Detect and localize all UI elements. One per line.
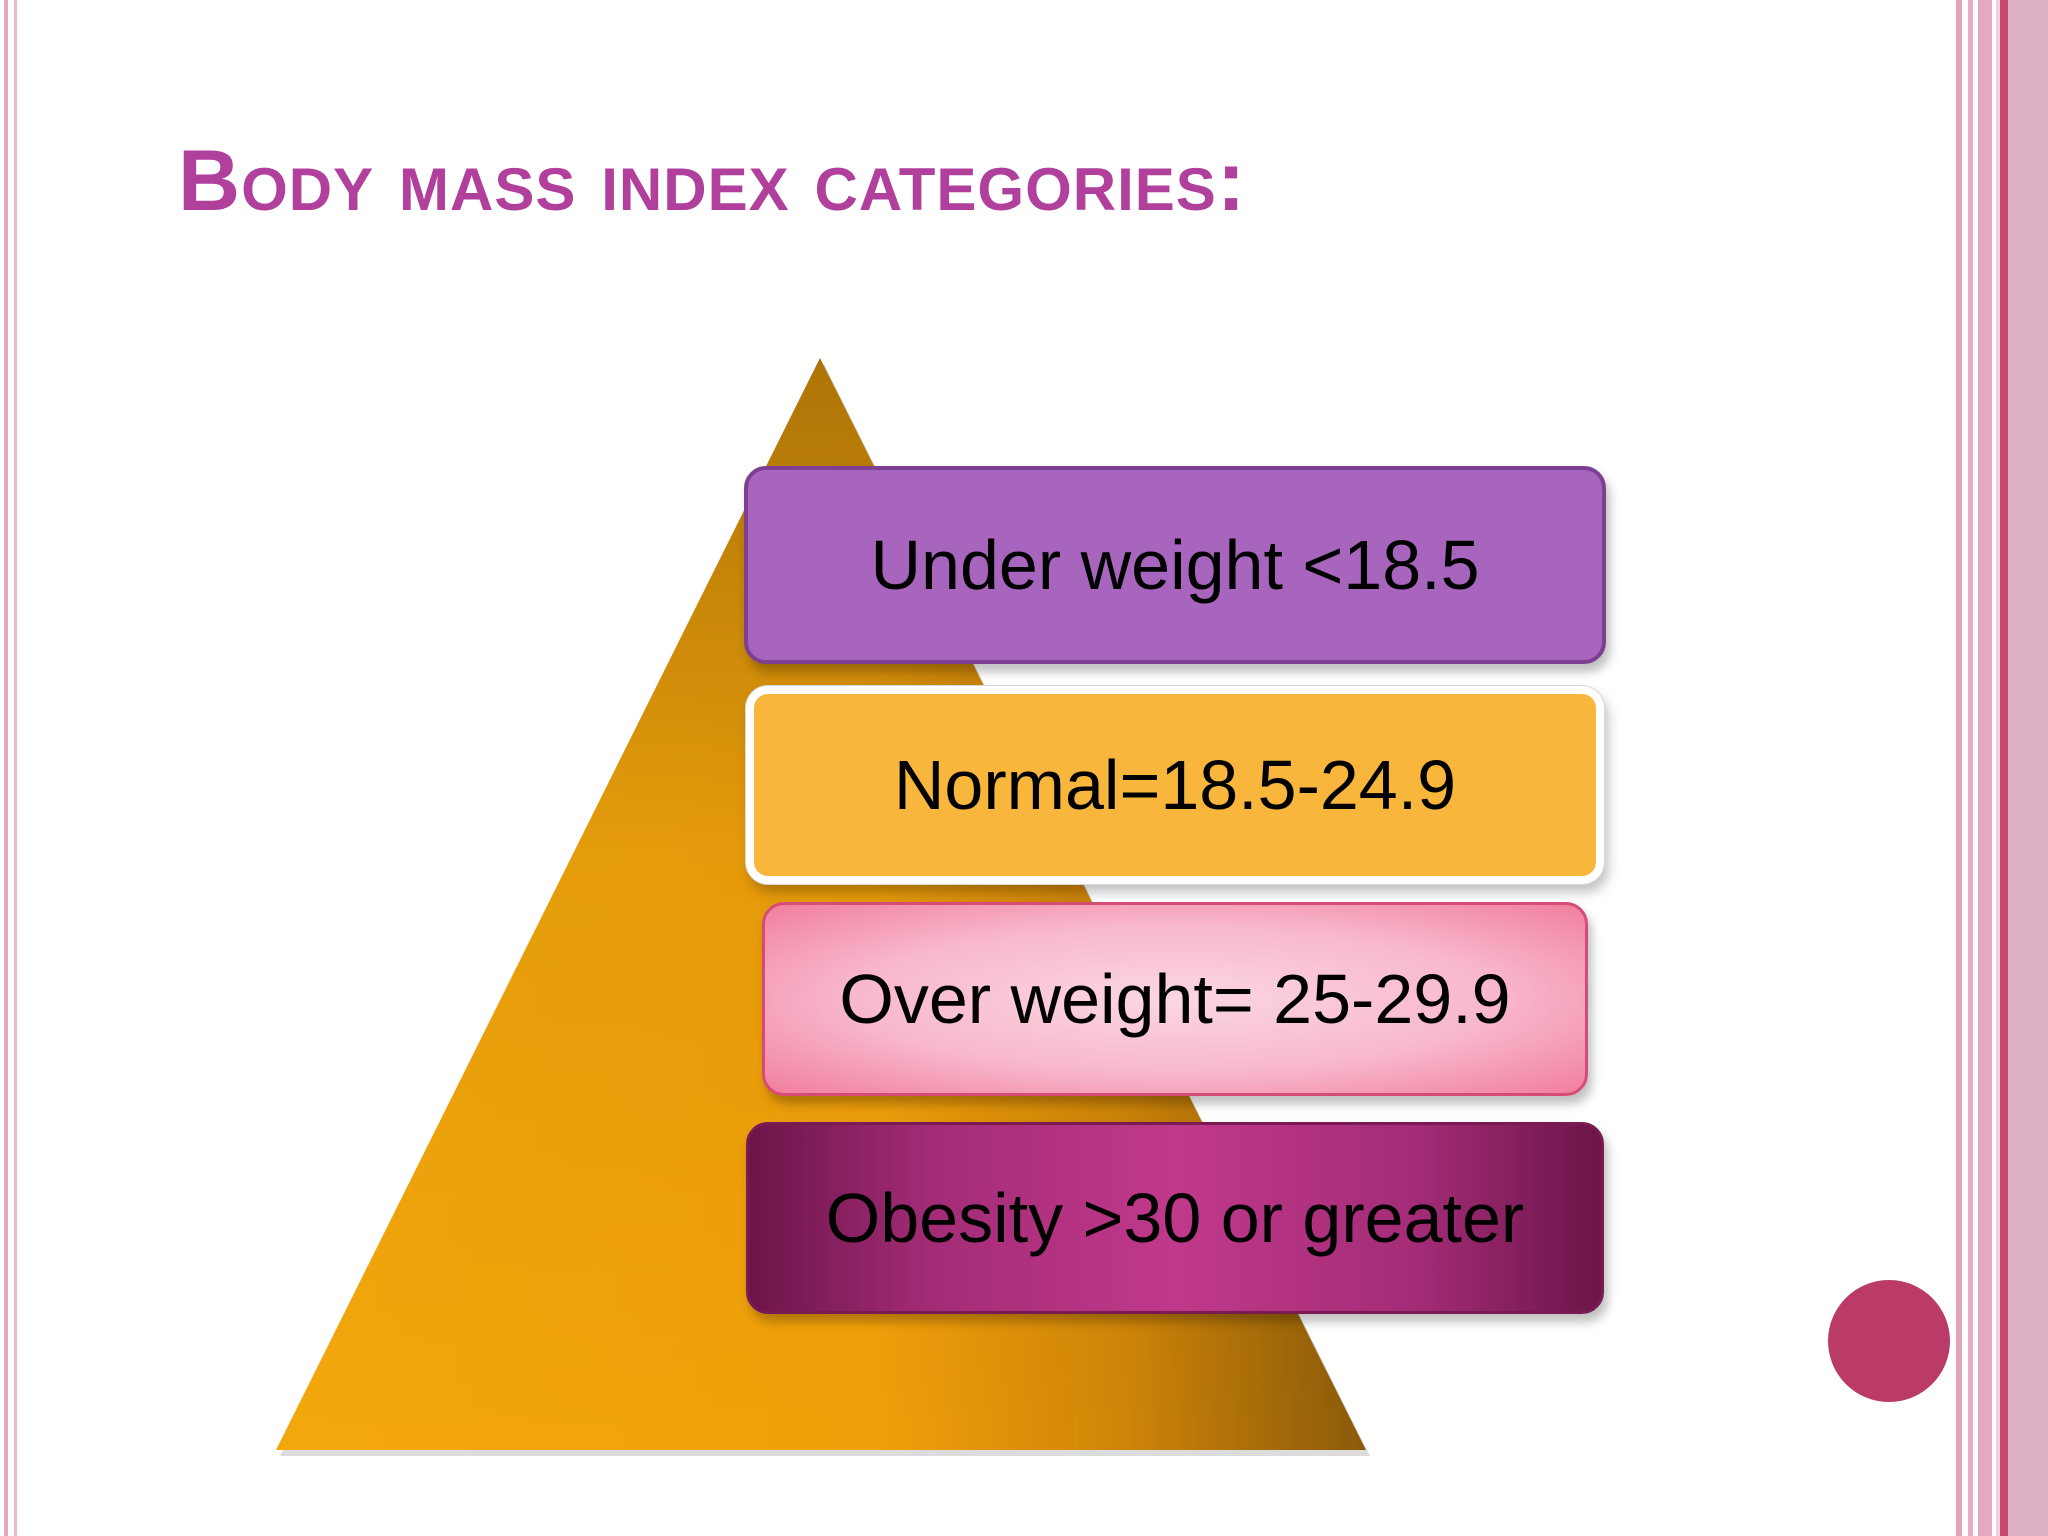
right-stripe (1968, 0, 1973, 1536)
right-stripe (1996, 0, 2000, 1536)
right-decorative-stripes (1956, 0, 2048, 1536)
category-overweight: Over weight= 25-29.9 (762, 902, 1588, 1096)
category-label: Normal=18.5-24.9 (893, 746, 1457, 824)
right-stripe (1978, 0, 1992, 1536)
left-border-line (4, 0, 8, 1536)
right-stripe (2008, 0, 2048, 1536)
slide-title: Body mass index categories: (178, 133, 1247, 229)
right-stripe (2000, 0, 2008, 1536)
left-border-line-inner (14, 0, 17, 1536)
category-normal: Normal=18.5-24.9 (746, 686, 1604, 884)
category-underweight: Under weight <18.5 (744, 466, 1606, 664)
category-label: Under weight <18.5 (870, 526, 1480, 604)
category-label: Obesity >30 or greater (825, 1179, 1525, 1257)
category-label: Over weight= 25-29.9 (839, 960, 1511, 1038)
accent-dot (1828, 1280, 1950, 1402)
right-stripe (1956, 0, 1962, 1536)
category-obesity: Obesity >30 or greater (746, 1122, 1604, 1314)
